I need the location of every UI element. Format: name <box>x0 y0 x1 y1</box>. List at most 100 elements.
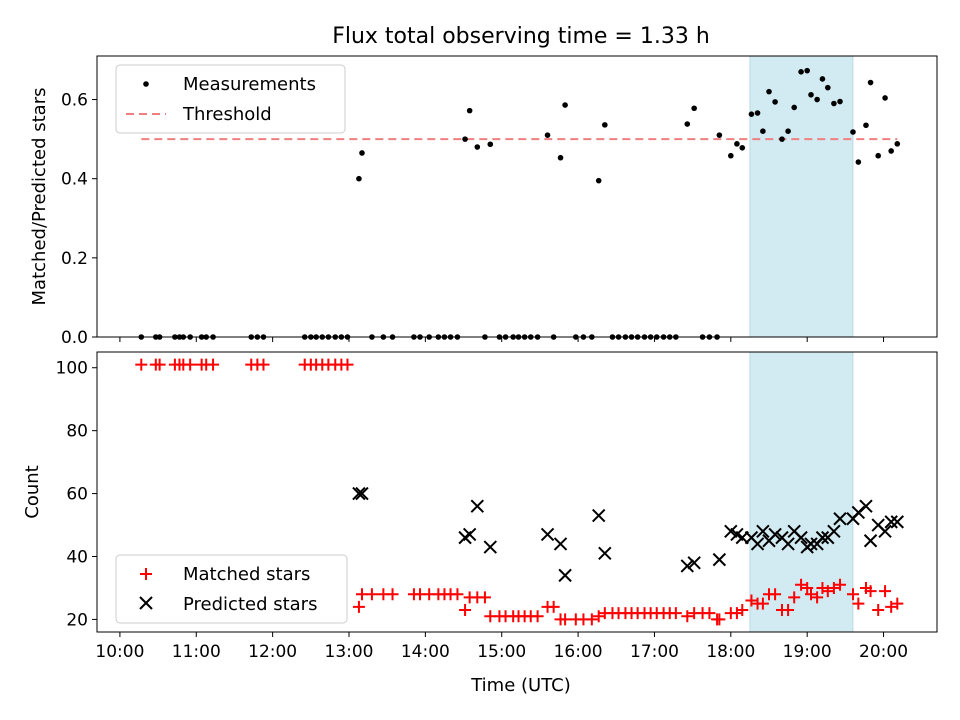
measurement-point <box>474 144 481 150</box>
y-tick-label: 0.6 <box>61 91 88 111</box>
y-tick-label: 20 <box>66 610 88 630</box>
measurement-point <box>716 132 723 138</box>
bottom-panel: 20 40 60 80 100 10:00 11:00 12:00 13:00 14:00 15:… <box>22 351 938 696</box>
measurement-point <box>766 88 772 95</box>
matched-stars-marker <box>153 358 166 371</box>
matched-stars-marker <box>365 588 378 601</box>
matched-stars-marker <box>756 597 769 610</box>
y-tick-label: 60 <box>66 485 88 505</box>
matched-stars-marker <box>864 585 877 598</box>
predicted-stars-marker <box>815 530 830 545</box>
measurement-point <box>760 128 766 134</box>
predicted-stars-marker <box>890 515 904 529</box>
matched-stars-marker <box>891 597 904 610</box>
matched-stars-marker <box>352 600 365 613</box>
matched-stars-marker <box>782 603 795 616</box>
measurement-point <box>754 110 761 116</box>
x-axis-label: Time (UTC) <box>470 675 571 696</box>
predicted-stars-marker <box>483 540 497 554</box>
top-y-ticks: 0.0 0.2 0.4 0.6 <box>61 91 97 348</box>
measurement-point <box>804 67 810 74</box>
matched-stars-marker <box>827 581 840 594</box>
predicted-stars-marker <box>687 556 701 570</box>
y-tick-label: 80 <box>66 422 88 442</box>
measurement-point <box>595 177 602 184</box>
predicted-stars-marker <box>884 515 898 529</box>
measurement-point <box>684 121 691 127</box>
predicted-stars-marker <box>794 530 808 545</box>
measurement-point <box>602 122 608 128</box>
top-axes-frame <box>96 55 938 338</box>
measurement-point <box>359 150 365 156</box>
measurement-point <box>825 84 831 91</box>
predicted-stars-marker <box>781 537 795 551</box>
top-y-axis-label: Matched/Predicted stars <box>29 88 50 306</box>
matched-stars-marker <box>872 603 885 616</box>
matched-stars-marker <box>801 581 814 594</box>
predicted-stars-marker <box>558 568 572 583</box>
measurements-legend-marker <box>143 81 149 87</box>
matched-stars-marker <box>805 588 817 601</box>
matched-stars-marker <box>821 585 834 598</box>
predicted-stars-marker <box>804 537 818 551</box>
matched-stars-marker <box>451 588 464 601</box>
x-tick-label: 20:00 <box>859 642 908 662</box>
y-tick-label: 0.2 <box>61 249 88 269</box>
matched-stars-marker <box>703 607 716 620</box>
matched-stars-marker <box>788 591 801 604</box>
measurement-point <box>462 136 468 142</box>
bottom-axes-frame <box>96 351 938 633</box>
matched-stars-marker <box>585 613 598 626</box>
top-x-ticks <box>119 337 885 342</box>
matched-stars-marker <box>681 610 694 623</box>
matched-stars-legend-marker <box>140 568 152 580</box>
y-tick-label: 40 <box>66 547 88 567</box>
matched-stars-marker <box>207 358 220 371</box>
x-tick-label: 16:00 <box>554 642 603 662</box>
top-legend: Measurements Threshold <box>115 64 346 134</box>
matched-stars-marker <box>736 603 749 616</box>
measurement-point <box>819 76 826 82</box>
matched-stars-marker <box>478 591 491 604</box>
matched-stars-marker <box>592 610 605 623</box>
matched-stars-marker <box>811 591 824 604</box>
x-tick-label: 11:00 <box>172 642 221 662</box>
x-tick-label: 12:00 <box>248 642 297 662</box>
x-tick-label: 10:00 <box>95 642 144 662</box>
measurement-point <box>562 102 568 108</box>
x-tick-label: 15:00 <box>477 642 526 662</box>
matched-stars-legend-label: Matched stars <box>183 564 310 585</box>
predicted-stars-marker <box>553 537 568 551</box>
measurement-point <box>875 152 881 159</box>
measurement-point <box>356 175 362 182</box>
y-tick-label: 100 <box>56 359 88 379</box>
predicted-stars-marker <box>592 508 606 523</box>
predicted-stars-marker <box>756 524 770 539</box>
matched-stars-marker <box>834 578 847 591</box>
y-tick-label: 0.4 <box>61 170 88 190</box>
x-tick-label: 13:00 <box>325 642 374 662</box>
predicted-stars-marker <box>859 499 873 513</box>
predicted-stars-marker <box>680 559 694 573</box>
top-legend-box <box>115 64 346 134</box>
matched-stars-marker <box>341 358 354 371</box>
bottom-legend-box <box>115 554 348 624</box>
measurement-point <box>831 100 837 107</box>
matched-stars-marker <box>847 588 859 601</box>
matched-stars-marker <box>769 588 782 601</box>
predicted-stars-marker <box>598 546 612 561</box>
predicted-stars-marker <box>827 524 841 539</box>
measurement-point <box>798 69 804 75</box>
y-tick-label: 0.0 <box>61 328 88 348</box>
matched-stars-marker <box>257 358 270 371</box>
matched-stars-marker <box>745 594 758 607</box>
predicted-stars-marker <box>352 486 366 501</box>
measurement-point <box>791 104 797 111</box>
predicted-stars-marker <box>750 537 765 551</box>
matched-stars-marker <box>531 610 544 623</box>
matched-stars-marker <box>559 613 572 626</box>
predicted-stars-marker <box>470 499 484 513</box>
matched-stars-marker <box>852 597 865 610</box>
measurement-point <box>882 95 888 101</box>
